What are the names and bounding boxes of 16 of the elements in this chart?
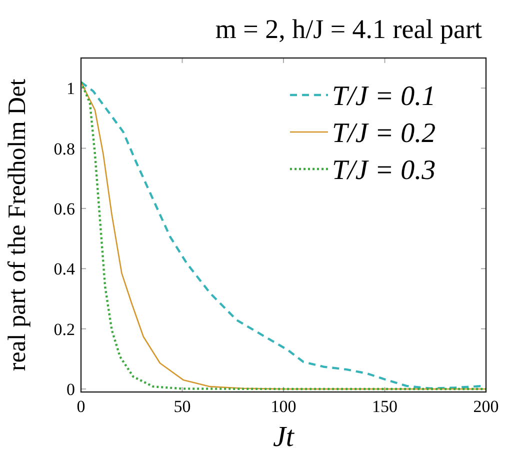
x-tick-label: 150	[372, 397, 398, 416]
legend-label: T/J = 0.2	[332, 118, 436, 149]
x-axis-title: Jt	[273, 421, 295, 453]
x-tick-label: 200	[473, 397, 499, 416]
y-tick-label: 0.6	[54, 199, 75, 218]
y-tick-label: 0.8	[54, 139, 75, 158]
y-tick-label: 0.2	[54, 320, 75, 339]
y-tick-label: 0.4	[54, 260, 76, 279]
x-tick-label: 50	[174, 397, 191, 416]
y-axis-title: real part of the Fredholm Det	[4, 78, 31, 372]
x-tick-label: 100	[270, 397, 296, 416]
chart-title: m = 2, h/J = 4.1 real part	[215, 14, 482, 44]
y-tick-label: 1	[66, 79, 75, 98]
y-tick-label: 0	[66, 380, 75, 399]
legend-label: T/J = 0.3	[332, 155, 436, 186]
legend-label: T/J = 0.1	[332, 81, 436, 112]
